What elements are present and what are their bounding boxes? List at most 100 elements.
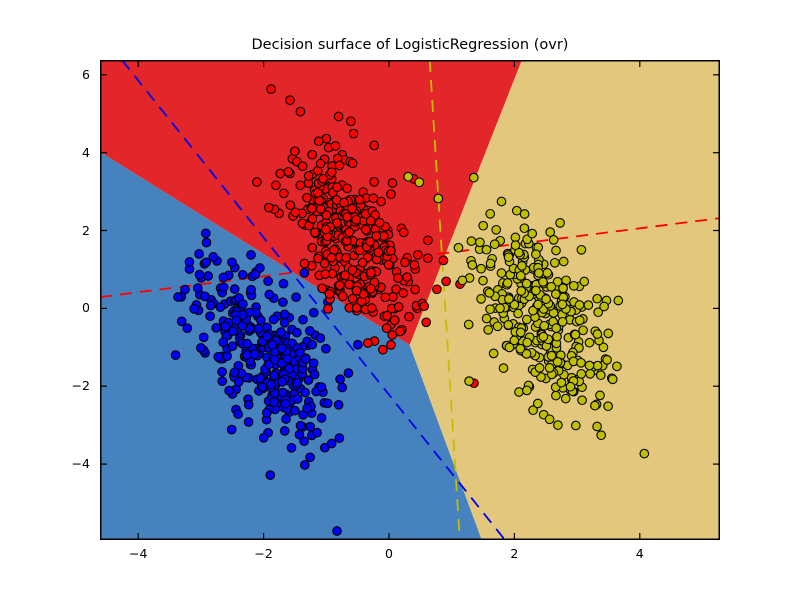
scatter-point <box>313 136 324 147</box>
scatter-point <box>381 323 392 334</box>
hyperplane-class-0-blue <box>121 60 506 540</box>
scatter-point <box>531 249 541 260</box>
scatter-point <box>489 239 500 250</box>
scatter-point <box>365 236 375 247</box>
scatter-point <box>343 368 354 378</box>
scatter-point <box>316 413 327 423</box>
scatter-point <box>613 295 624 306</box>
scatter-point <box>315 158 326 169</box>
scatter-point <box>366 303 377 313</box>
scatter-point <box>585 368 595 379</box>
scatter-point <box>220 321 231 332</box>
scatter-point <box>346 116 356 127</box>
scatter-point <box>237 320 248 331</box>
scatter-point <box>519 209 530 219</box>
scatter-point <box>182 323 193 334</box>
scatter-point <box>323 304 333 314</box>
scatter-point <box>281 414 291 424</box>
scatter-point <box>481 313 492 324</box>
scatter-point <box>203 271 214 281</box>
scatter-point <box>344 279 354 290</box>
plot-area <box>100 60 720 540</box>
scatter-point <box>333 399 344 410</box>
scatter-point <box>312 427 322 438</box>
scatter-point <box>502 278 513 288</box>
scatter-point <box>607 374 618 385</box>
scatter-point <box>541 294 551 304</box>
scatter-point <box>310 227 320 238</box>
scatter-point <box>217 376 228 387</box>
scatter-point <box>347 265 358 276</box>
scatter-point <box>243 417 254 427</box>
scatter-point <box>378 344 388 355</box>
scatter-point <box>453 242 464 253</box>
scatter-point <box>595 390 605 401</box>
scatter-point <box>496 196 507 207</box>
scatter-point <box>551 323 562 333</box>
scatter-point <box>170 350 181 360</box>
scatter-point <box>201 257 212 268</box>
scatter-point <box>211 322 222 333</box>
scatter-point <box>382 310 392 321</box>
scatter-point <box>326 167 337 178</box>
scatter-point <box>485 208 496 219</box>
scatter-point <box>546 281 557 292</box>
scatter-point <box>176 316 187 327</box>
scatter-point <box>201 237 212 248</box>
scatter-point <box>555 218 565 228</box>
scatter-series-class-0-blue <box>170 228 363 536</box>
scatter-point <box>226 424 237 435</box>
scatter-point <box>577 395 587 406</box>
scatter-point <box>568 280 579 291</box>
scatter-point <box>295 106 306 117</box>
scatter-point <box>441 276 451 287</box>
scatter-point <box>307 339 318 350</box>
scatter-point <box>326 438 337 449</box>
scatter-point <box>302 403 312 414</box>
scatter-point <box>387 178 398 188</box>
scatter-point <box>538 331 549 342</box>
scatter-point <box>275 168 286 179</box>
scatter-point <box>269 397 279 408</box>
y-tick-label: 2 <box>82 222 90 238</box>
scatter-point <box>276 327 286 337</box>
scatter-point <box>189 303 199 314</box>
scatter-point <box>481 244 492 255</box>
scatter-point <box>592 329 603 339</box>
scatter-point <box>509 335 520 346</box>
scatter-point <box>603 401 613 412</box>
scatter-point <box>305 421 316 432</box>
scatter-point <box>258 432 269 443</box>
scatter-point <box>570 329 581 340</box>
scatter-point <box>298 314 308 325</box>
scatter-point <box>227 341 238 352</box>
scatter-point <box>291 292 301 303</box>
scatter-point <box>478 275 488 286</box>
scatter-point <box>351 214 361 225</box>
scatter-point <box>264 289 275 300</box>
scatter-point <box>369 140 380 151</box>
scatter-point <box>324 289 335 299</box>
scatter-point <box>509 299 520 310</box>
scatter-point <box>279 317 290 328</box>
scatter-point <box>380 292 391 303</box>
scatter-point <box>558 256 569 267</box>
scatter-point <box>333 111 344 122</box>
scatter-point <box>498 363 509 373</box>
scatter-point <box>348 128 359 139</box>
scatter-point <box>255 315 266 326</box>
scatter-point <box>528 405 538 416</box>
scatter-point <box>277 343 287 354</box>
scatter-point <box>292 394 303 404</box>
scatter-point <box>515 270 526 281</box>
x-tick-label: 4 <box>635 546 644 561</box>
scatter-point <box>383 259 394 270</box>
scatter-point <box>266 379 276 390</box>
scatter-point <box>231 315 242 326</box>
scatter-point <box>269 370 280 381</box>
scatter-point <box>261 408 272 418</box>
scatter-point <box>205 300 216 311</box>
scatter-point <box>292 327 302 338</box>
scatter-point <box>322 398 333 409</box>
scatter-point <box>389 315 400 326</box>
